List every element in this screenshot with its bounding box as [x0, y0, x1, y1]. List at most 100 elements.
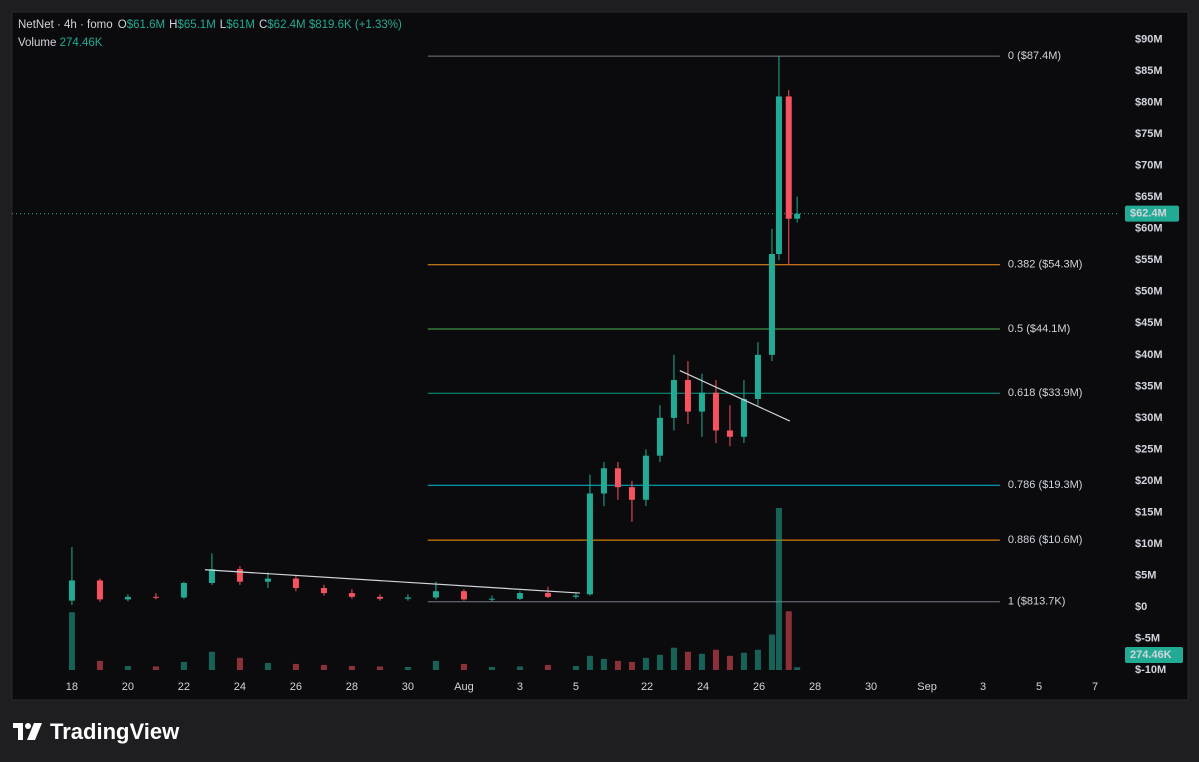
volume-bar [656, 654, 663, 670]
y-tick-label: $15M [1135, 506, 1163, 518]
y-tick-label: $35M [1135, 380, 1163, 392]
volume-bar [432, 660, 439, 670]
volume-bar [208, 651, 215, 670]
volume-bar [96, 660, 103, 670]
last-price-badge [1125, 205, 1179, 222]
candle-body [152, 596, 159, 598]
fib-label: 0 ($87.4M) [1008, 50, 1061, 62]
x-tick-label: 24 [697, 681, 709, 693]
candle-body [180, 582, 187, 598]
y-tick-label: $90M [1135, 34, 1163, 46]
candle-body [376, 596, 383, 599]
volume-bar [124, 665, 131, 670]
volume-bar [740, 652, 747, 670]
ohlc-value: $65.1M [177, 19, 216, 31]
volume-title: Volume [18, 37, 57, 49]
x-tick-label: 26 [290, 681, 302, 693]
candle-body [124, 596, 131, 600]
candle-body [432, 591, 439, 598]
y-tick-label: $55M [1135, 254, 1163, 266]
chart-panel [11, 11, 1189, 701]
volume-bar [404, 666, 411, 670]
volume-bar [292, 663, 299, 670]
ohlc-value: $61M [226, 19, 255, 31]
volume-bar [68, 612, 75, 670]
volume-bar [712, 649, 719, 670]
x-tick-label: 22 [641, 681, 653, 693]
volume-bar [785, 611, 792, 670]
volume-bar [768, 634, 775, 670]
candle-body [600, 468, 607, 494]
fib-label: 0.5 ($44.1M) [1008, 323, 1070, 335]
x-tick-label: 3 [980, 681, 986, 693]
x-tick-label: 30 [865, 681, 877, 693]
candle-body [208, 569, 215, 583]
x-tick-label: 30 [402, 681, 414, 693]
symbol: NetNet · 4h · fomo [18, 19, 113, 31]
y-tick-label: $75M [1135, 128, 1163, 140]
ohlc-value: $62.4M [267, 19, 306, 31]
volume-badge-label: 274.46K [1130, 649, 1172, 661]
volume-bar [684, 651, 691, 670]
candle-body [768, 254, 775, 355]
change: $819.6K (+1.33%) [308, 19, 402, 31]
candle-body [320, 588, 327, 594]
y-tick-label: $60M [1135, 223, 1163, 235]
candle-body [404, 597, 411, 599]
candle-body [712, 392, 719, 431]
candle-body [488, 598, 495, 600]
brand-logo [13, 723, 42, 740]
volume-bar [754, 649, 761, 670]
volume-bar [320, 664, 327, 670]
y-tick-label: $50M [1135, 286, 1163, 298]
y-tick-label: $40M [1135, 349, 1163, 361]
candle-body [785, 96, 792, 219]
x-tick-label: 5 [1036, 681, 1042, 693]
y-tick-label: $0 [1135, 601, 1147, 613]
fib-label: 1 ($813.7K) [1008, 596, 1065, 608]
volume-bar [376, 666, 383, 670]
y-tick-label: $25M [1135, 443, 1163, 455]
fib-label: 0.618 ($33.9M) [1008, 387, 1083, 399]
ohlc-key: C [258, 19, 268, 31]
volume-bar [642, 657, 649, 670]
candle-body [628, 487, 635, 500]
volume-bar [670, 647, 677, 670]
ohlc-key: O [117, 19, 127, 31]
x-tick-label: 28 [809, 681, 821, 693]
volume-bar [152, 666, 159, 670]
volume-bar [264, 662, 271, 670]
volume-row: Volume 274.46K [18, 37, 102, 49]
volume-bar [775, 508, 782, 670]
y-tick-label: $10M [1135, 538, 1163, 550]
volume-value: 274.46K [59, 37, 103, 49]
candle-body [754, 354, 761, 399]
x-tick-label: 18 [66, 681, 78, 693]
ohlc-key: L [219, 19, 227, 31]
candle-body [516, 593, 523, 599]
candle-body [670, 380, 677, 418]
candle-body [698, 392, 705, 412]
x-tick-label: 3 [517, 681, 523, 693]
candle-body [348, 593, 355, 597]
candle-body [656, 417, 663, 456]
y-tick-label: $65M [1135, 191, 1163, 203]
volume-bar [180, 661, 187, 670]
y-tick-label: $-10M [1135, 664, 1166, 676]
x-tick-label: 24 [234, 681, 246, 693]
candle-body [572, 595, 579, 597]
volume-bar [794, 667, 801, 670]
volume-bar [544, 664, 551, 670]
y-tick-label: $20M [1135, 475, 1163, 487]
x-tick-label: 26 [753, 681, 765, 693]
y-tick-label: $30M [1135, 412, 1163, 424]
ohlc-key: H [169, 19, 178, 31]
candle-body [614, 468, 621, 488]
y-tick-label: $-5M [1135, 632, 1160, 644]
volume-bar [236, 657, 243, 670]
candle-body [684, 380, 691, 412]
x-tick-label: Aug [454, 681, 474, 693]
x-tick-label: 7 [1092, 681, 1098, 693]
last-price-label: $62.4M [1130, 208, 1167, 220]
